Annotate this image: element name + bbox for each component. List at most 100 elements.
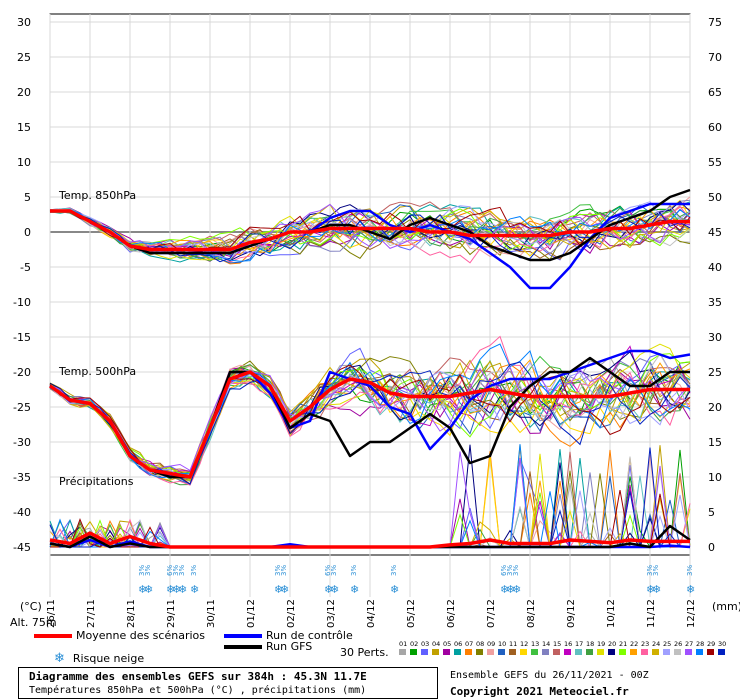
member-line-t500 <box>49 365 691 480</box>
left-tick-label: -45 <box>13 541 31 554</box>
label-t850: Temp. 850hPa <box>58 189 136 202</box>
left-tick-label: -25 <box>13 401 31 414</box>
snow-risk-pct: 6% <box>166 565 174 576</box>
pert-number: 17 <box>575 640 584 648</box>
pert-number: 02 <box>410 640 419 648</box>
pert-swatch <box>641 649 648 655</box>
pert-swatch <box>410 649 417 655</box>
snowflake-icon: ❄ <box>686 583 695 596</box>
pert-number: 15 <box>553 640 562 648</box>
pert-number: 01 <box>399 640 408 648</box>
pert-number: 25 <box>663 640 672 648</box>
highlighted-series <box>48 188 691 549</box>
pert-number: 22 <box>630 640 639 648</box>
run-info: Ensemble GEFS du 26/11/2021 - 00Z <box>450 670 649 681</box>
date-tick-label: 01/12 <box>246 599 257 628</box>
right-tick-label: 25 <box>708 366 722 379</box>
snow-risk-pct: 3% <box>172 565 180 576</box>
date-tick-label: 07/12 <box>486 599 497 628</box>
pert-number: 08 <box>476 640 485 648</box>
snow-risk-pct: 3% <box>646 565 654 576</box>
label-precip: Précipitations <box>59 475 134 488</box>
snow-risk-pct: 3% <box>506 565 514 576</box>
pert-number: 12 <box>520 640 529 648</box>
left-tick-label: -5 <box>20 261 31 274</box>
pert-number: 18 <box>586 640 595 648</box>
snowflake-icon: ❄ <box>330 583 339 596</box>
right-tick-label: 20 <box>708 401 722 414</box>
pert-swatch <box>707 649 714 655</box>
pert-number: 28 <box>696 640 705 648</box>
left-tick-label: 25 <box>17 51 31 64</box>
snow-risk-pct: 3% <box>390 565 398 576</box>
snowflake-icon: ❄ <box>144 583 153 596</box>
left-tick-label: -30 <box>13 436 31 449</box>
left-tick-label: -40 <box>13 506 31 519</box>
left-tick-label: -20 <box>13 366 31 379</box>
legend-mean: Moyenne des scénarios <box>34 629 205 642</box>
pert-number: 06 <box>454 640 463 648</box>
snowflake-icon: ❄ <box>646 583 655 596</box>
right-tick-label: 30 <box>708 331 722 344</box>
pert-swatch <box>520 649 527 655</box>
left-tick-label: 0 <box>24 226 31 239</box>
pert-number: 09 <box>487 640 496 648</box>
date-tick-label: 08/12 <box>526 599 537 628</box>
pert-swatch <box>608 649 615 655</box>
left-tick-label: -15 <box>13 331 31 344</box>
snowflake-icon: ❄ <box>350 583 359 596</box>
pert-swatch <box>597 649 604 655</box>
left-tick-label: -10 <box>13 296 31 309</box>
date-tick-label: 06/12 <box>446 599 457 628</box>
pert-swatch <box>432 649 439 655</box>
pert-number: 16 <box>564 640 573 648</box>
pert-number: 20 <box>608 640 617 648</box>
pert-swatch <box>476 649 483 655</box>
snowflake-icon: ❄ <box>172 583 181 596</box>
chart-grid <box>49 13 691 597</box>
pert-number: 03 <box>421 640 430 648</box>
pert-swatch <box>531 649 538 655</box>
pert-number: 11 <box>509 640 518 648</box>
snow-risk-pct: 3% <box>274 565 282 576</box>
gfs-swatch <box>224 645 262 649</box>
date-tick-label: 03/12 <box>326 599 337 628</box>
pert-number: 07 <box>465 640 474 648</box>
title-box: Diagramme des ensembles GEFS sur 384h : … <box>18 667 438 699</box>
control-swatch <box>224 634 262 638</box>
pert-swatch <box>399 649 406 655</box>
pert-swatch <box>454 649 461 655</box>
label-t500: Temp. 500hPa <box>58 365 136 378</box>
chart-subtitle: Températures 850hPa et 500hPa (°C) , pré… <box>29 685 367 696</box>
snow-risk-pct: 3% <box>144 565 152 576</box>
pert-number: 05 <box>443 640 452 648</box>
snow-risk-pct: 3% <box>652 565 660 576</box>
date-tick-label: 26/11 <box>46 599 57 628</box>
date-tick-label: 28/11 <box>126 599 137 628</box>
pert-number: 24 <box>652 640 661 648</box>
date-tick-label: 09/12 <box>566 599 577 628</box>
pert-swatch <box>575 649 582 655</box>
snow-risk-pct: 3% <box>512 565 520 576</box>
left-axis-ticks: 30 25 20 15 10 5 0 -5 -10 -15 -20 -25 -30 -35 -40 -45 <box>13 16 31 554</box>
right-axis-unit: (mm) <box>712 600 740 613</box>
member-line-t850 <box>49 208 691 251</box>
series-line-precip <box>49 531 690 549</box>
snowflake-icon: ❄ <box>652 583 661 596</box>
pert-number: 23 <box>641 640 650 648</box>
chart-title: Diagramme des ensembles GEFS sur 384h : … <box>29 670 367 683</box>
snow-risk-pct: 3% <box>280 565 288 576</box>
snow-risk-row: 3%❄3%❄6%❄3%❄3%❄3%❄3%❄3%❄6%❄3%❄3%❄3%❄6%❄3… <box>138 565 695 596</box>
right-tick-label: 10 <box>708 471 722 484</box>
series-line-t500 <box>48 370 690 479</box>
legend-gfs: Run GFS <box>224 640 312 653</box>
pert-number: 04 <box>432 640 441 648</box>
pert-swatch <box>685 649 692 655</box>
snow-risk-pct: 3% <box>178 565 186 576</box>
right-tick-label: 75 <box>708 16 722 29</box>
pert-swatch <box>663 649 670 655</box>
member-line-t500 <box>49 353 691 486</box>
pert-swatch <box>718 649 725 655</box>
right-tick-label: 35 <box>708 296 722 309</box>
pert-number: 19 <box>597 640 606 648</box>
